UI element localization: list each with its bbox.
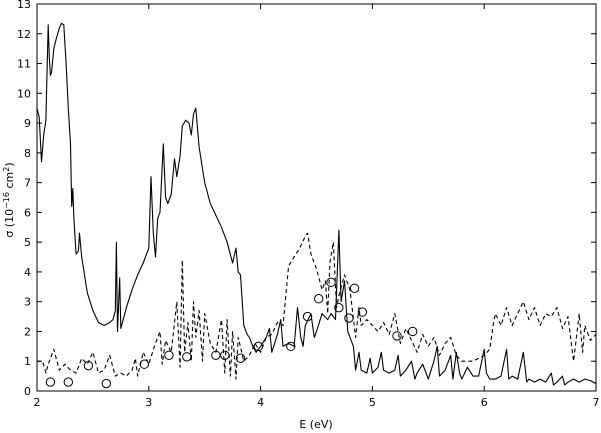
axis-ticks — [36, 3, 597, 392]
y-tick-label: 9 — [24, 117, 31, 130]
series-line-dashed — [37, 232, 597, 380]
data-point-marker — [407, 326, 418, 337]
data-point-marker — [334, 302, 344, 313]
y-tick-label: 1 — [24, 355, 31, 368]
data-point-marker — [235, 353, 246, 363]
data-point-marker — [302, 311, 313, 322]
x-tick-label: 2 — [34, 396, 41, 409]
y-tick-label: 12 — [17, 28, 31, 41]
data-point-marker — [83, 360, 94, 371]
data-point-marker — [211, 350, 221, 360]
data-point-marker — [45, 377, 56, 387]
y-tick-label: 3 — [24, 296, 31, 309]
series-layer — [36, 22, 597, 389]
y-tick-label: 4 — [24, 266, 31, 279]
x-tick-label: 3 — [145, 396, 152, 409]
x-tick-label: 4 — [257, 396, 264, 409]
data-point-marker — [344, 313, 354, 323]
data-point-marker — [63, 377, 74, 387]
data-point-marker — [182, 352, 192, 362]
data-point-marker — [392, 331, 402, 341]
plot-frame — [36, 3, 597, 392]
x-axis-label: E (eV) — [299, 418, 332, 431]
series-line-solid — [36, 22, 597, 386]
data-point-marker — [220, 350, 230, 360]
y-tick-label: 10 — [17, 87, 31, 100]
data-point-marker — [286, 341, 296, 352]
y-tick-label: 5 — [24, 236, 31, 249]
y-tick-label: 0 — [24, 385, 31, 398]
data-point-marker — [101, 378, 112, 389]
data-point-marker — [253, 341, 264, 352]
data-point-marker — [326, 277, 336, 288]
y-tick-label: 13 — [17, 0, 31, 11]
y-tick-label: 7 — [24, 177, 31, 190]
data-point-marker — [164, 350, 174, 360]
x-tick-label: 6 — [481, 396, 488, 409]
y-tick-label: 6 — [24, 206, 31, 219]
data-point-marker — [357, 307, 368, 317]
y-tick-label: 8 — [24, 147, 31, 160]
y-tick-label: 11 — [17, 58, 31, 71]
data-point-marker — [349, 283, 360, 293]
data-point-marker — [314, 294, 324, 304]
y-axis-label: σ (10−16 cm2) — [2, 162, 16, 237]
x-tick-label: 5 — [369, 396, 376, 409]
data-point-marker — [139, 359, 150, 369]
x-tick-label: 7 — [593, 396, 600, 409]
y-tick-label: 2 — [24, 325, 31, 338]
